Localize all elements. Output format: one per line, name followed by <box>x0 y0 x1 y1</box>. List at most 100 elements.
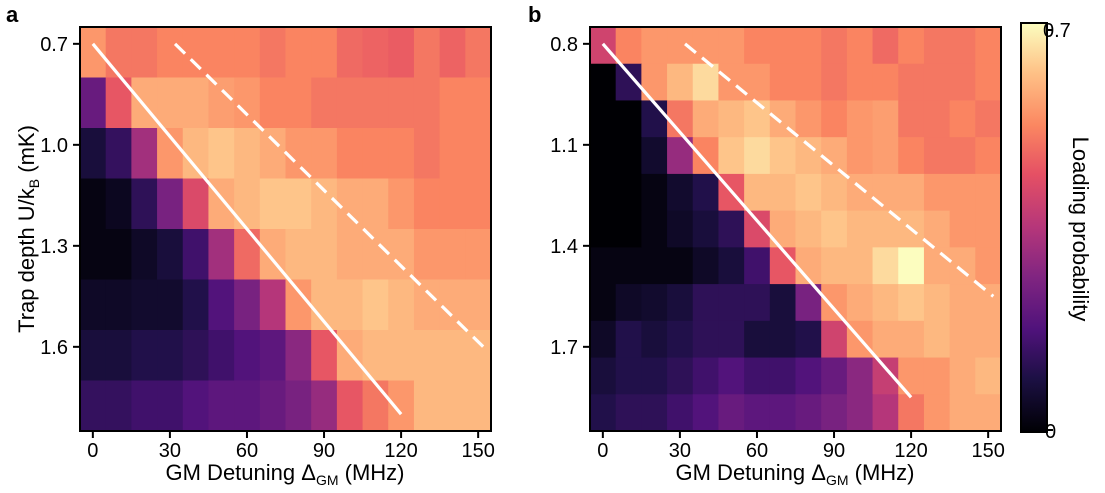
heatmap-cell <box>311 27 338 79</box>
heatmap-cell <box>208 77 235 129</box>
heatmap-cell <box>821 394 848 432</box>
heatmap-cell <box>157 229 184 281</box>
heatmap-cell <box>465 380 492 432</box>
heatmap-cell <box>872 247 899 285</box>
heatmap-cell <box>311 77 338 129</box>
panel-b-x-axis-title-tail: (MHz) <box>849 460 915 485</box>
heatmap-cell <box>821 357 848 395</box>
heatmap-cell <box>795 394 822 432</box>
heatmap-cell <box>208 279 235 331</box>
heatmap-cell <box>439 380 466 432</box>
heatmap-cell <box>949 284 976 322</box>
heatmap-cell <box>718 100 745 138</box>
heatmap-cell <box>234 279 261 331</box>
panel-b-x-axis-title: GM Detuning ΔGM (MHz) <box>676 460 915 488</box>
x-tick-label: 60 <box>746 440 768 462</box>
heatmap-cell <box>336 229 364 281</box>
heatmap-cell <box>692 173 720 212</box>
heatmap-cell <box>388 178 415 230</box>
heatmap-cell <box>898 173 925 212</box>
heatmap-cell <box>362 128 389 180</box>
heatmap-cell <box>208 330 235 382</box>
heatmap-cell <box>769 137 797 175</box>
heatmap-cell <box>182 77 210 129</box>
heatmap-cell <box>80 128 107 180</box>
heatmap-cell <box>795 100 822 138</box>
heatmap-cell <box>439 330 466 382</box>
heatmap-cell <box>362 380 389 432</box>
panel-b-frame <box>589 26 1002 432</box>
heatmap-cell <box>718 394 745 432</box>
heatmap-cell <box>846 210 874 248</box>
heatmap-cell <box>821 100 848 138</box>
heatmap-cell <box>821 247 848 285</box>
heatmap-cell <box>769 320 797 359</box>
heatmap-cell <box>667 394 694 432</box>
panel-a-x-axis-title-tail: (MHz) <box>339 460 405 485</box>
heatmap-cell <box>744 394 771 432</box>
x-tick-label: 0 <box>597 440 608 462</box>
heatmap-cell <box>898 320 925 359</box>
heatmap-cell <box>388 27 415 79</box>
heatmap-cell <box>769 173 797 212</box>
heatmap-cell <box>898 100 925 138</box>
heatmap-cell <box>615 320 642 359</box>
heatmap-cell <box>769 27 797 65</box>
heatmap-cell <box>846 247 874 285</box>
panel-a-y-axis-title-main: Trap depth U/k <box>14 187 39 333</box>
heatmap-cell <box>465 279 492 331</box>
heatmap-cell <box>131 128 158 180</box>
heatmap-cell <box>182 27 210 79</box>
heatmap-cell <box>208 380 235 432</box>
y-tick-label: 0.7 <box>40 34 68 56</box>
heatmap-cell <box>259 380 287 432</box>
heatmap-cell <box>692 247 720 285</box>
heatmap-cell <box>131 178 158 230</box>
colorbar-min-label: 0 <box>1045 421 1056 443</box>
heatmap-cell <box>769 284 797 322</box>
heatmap-cell <box>744 284 771 322</box>
panel-a-letter: a <box>6 2 19 27</box>
heatmap-cell <box>692 63 720 102</box>
heatmap-cell <box>234 27 261 79</box>
heatmap-cell <box>285 77 312 129</box>
heatmap-cell <box>872 63 899 102</box>
heatmap-cell <box>744 27 771 65</box>
panel-b-heatmap-cells <box>590 27 1002 432</box>
heatmap-cell <box>182 229 210 281</box>
heatmap-cell <box>692 210 720 248</box>
heatmap-cell <box>439 229 466 281</box>
solid-guide-line <box>601 42 913 399</box>
heatmap-cell <box>667 210 694 248</box>
heatmap-cell <box>846 63 874 102</box>
panel-b-x-ticks: 0 30 60 90 120 150 <box>597 431 1005 462</box>
heatmap-cell <box>821 320 848 359</box>
heatmap-cell <box>285 279 312 331</box>
heatmap-cell <box>898 63 925 102</box>
heatmap-cell <box>439 77 466 129</box>
heatmap-cell <box>641 247 668 285</box>
heatmap-cell <box>80 77 107 129</box>
heatmap-cell <box>182 178 210 230</box>
heatmap-cell <box>846 394 874 432</box>
heatmap-cell <box>718 320 745 359</box>
heatmap-cell <box>718 247 745 285</box>
y-tick-label: 1.7 <box>550 337 578 359</box>
heatmap-cell <box>795 63 822 102</box>
heatmap-cell <box>615 394 642 432</box>
heatmap-cell <box>949 27 976 65</box>
panel-a-x-axis-title-main: GM Detuning Δ <box>166 460 317 485</box>
heatmap-cell <box>234 77 261 129</box>
heatmap-cell <box>131 380 158 432</box>
heatmap-cell <box>872 357 899 395</box>
heatmap-cell <box>769 394 797 432</box>
heatmap-cell <box>590 100 617 138</box>
heatmap-cell <box>923 394 951 432</box>
heatmap-cell <box>157 330 184 382</box>
heatmap-cell <box>80 178 107 230</box>
heatmap-cell <box>744 137 771 175</box>
heatmap-cell <box>388 77 415 129</box>
panel-b-letter: b <box>528 2 541 27</box>
heatmap-cell <box>362 27 389 79</box>
heatmap-cell <box>975 137 1002 175</box>
